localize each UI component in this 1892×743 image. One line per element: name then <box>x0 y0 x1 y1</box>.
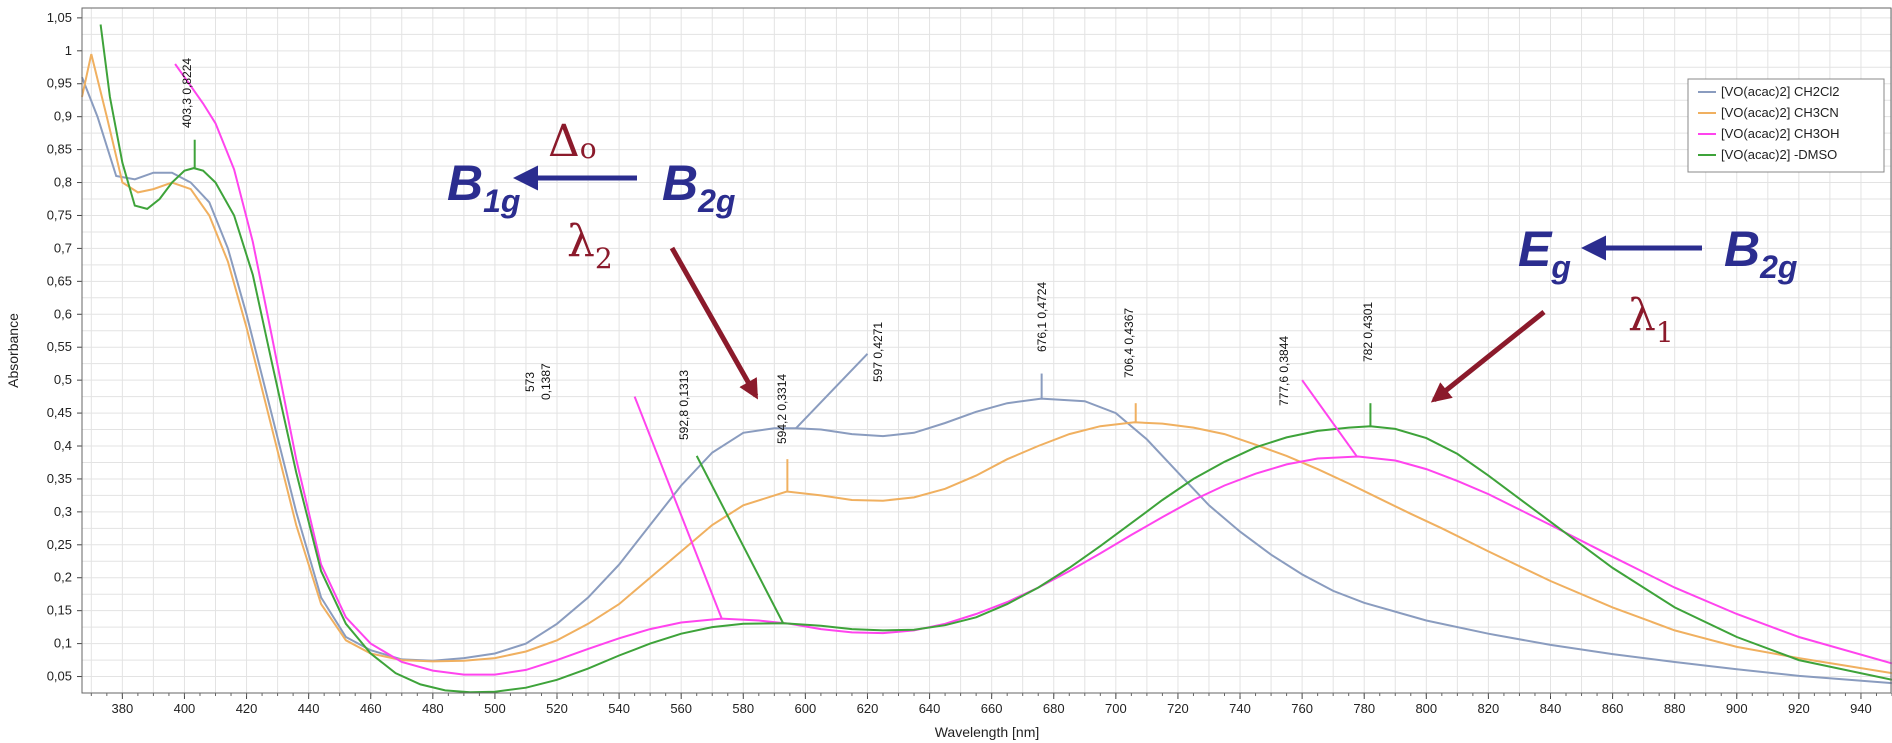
x-tick-label: 760 <box>1291 701 1313 716</box>
y-tick-label: 1,05 <box>47 10 72 25</box>
y-tick-label: 0,85 <box>47 142 72 157</box>
lambda-1-arrow <box>1430 310 1546 403</box>
x-tick-label: 680 <box>1043 701 1065 716</box>
x-tick-label: 820 <box>1478 701 1500 716</box>
legend-entry: [VO(acac)2] CH3CN <box>1721 105 1839 120</box>
eg-label: Eg <box>1518 221 1571 285</box>
x-axis-ticks: 380 400 420 440 460 480 500 520 540 560 580 600 620 6… <box>90 693 1892 716</box>
x-tick-label: 860 <box>1602 701 1624 716</box>
y-tick-label: 0,2 <box>54 570 72 585</box>
y-tick-label: 0,05 <box>47 669 72 684</box>
grid <box>82 8 1892 694</box>
plot-frame <box>81 7 1892 694</box>
y-tick-label: 0,3 <box>54 504 72 519</box>
x-tick-label: 440 <box>298 701 320 716</box>
x-tick-label: 540 <box>608 701 630 716</box>
x-tick-label: 940 <box>1850 701 1872 716</box>
lambda-2-label: λ2 <box>567 216 613 275</box>
y-tick-label: 0,75 <box>47 207 72 222</box>
series-line-3 <box>99 24 1892 694</box>
x-axis-label: Wavelength [nm] <box>935 724 1040 740</box>
peak-leader-line <box>633 396 723 619</box>
peak-label: 597 0,4271 <box>871 322 885 382</box>
x-tick-label: 840 <box>1540 701 1562 716</box>
peak-label: 403,3 0,8224 <box>180 58 194 128</box>
x-tick-label: 800 <box>1415 701 1437 716</box>
y-tick-label: 1 <box>65 43 72 58</box>
x-tick-label: 620 <box>857 701 879 716</box>
x-tick-label: 900 <box>1726 701 1748 716</box>
legend-box <box>1687 78 1885 173</box>
y-axis-label: Absorbance <box>5 313 21 388</box>
series-line-2 <box>174 63 1892 676</box>
y-tick-label: 0,25 <box>47 537 72 552</box>
y-axis-ticks: 0,05 0,1 0,15 0,2 0,25 0,3 0,35 0,4 0,45 0,5 0,55 0… <box>47 10 82 684</box>
x-tick-label: 520 <box>546 701 568 716</box>
x-tick-label: 580 <box>732 701 754 716</box>
y-tick-label: 0,9 <box>54 109 72 124</box>
delta-o-label: Δo <box>548 116 597 167</box>
b2g-label-low: B2g <box>1724 221 1797 285</box>
series-line-1 <box>81 53 1892 675</box>
x-tick-label: 420 <box>236 701 258 716</box>
x-tick-label: 700 <box>1105 701 1127 716</box>
peak-label: 782 0,4301 <box>1361 302 1375 362</box>
peak-label: 594,2 0,3314 <box>775 374 789 444</box>
x-tick-label: 640 <box>919 701 941 716</box>
y-tick-label: 0,8 <box>54 175 72 190</box>
x-tick-label: 480 <box>422 701 444 716</box>
y-tick-label: 0,7 <box>54 240 72 255</box>
b2g-label-high: B2g <box>662 155 735 219</box>
lambda-2-arrow <box>669 246 759 400</box>
legend-entry: [VO(acac)2] CH2Cl2 <box>1721 84 1839 99</box>
x-tick-label: 500 <box>484 701 506 716</box>
y-tick-label: 0,35 <box>47 471 72 486</box>
x-tick-label: 400 <box>174 701 196 716</box>
y-tick-label: 0,6 <box>54 306 72 321</box>
x-tick-label: 560 <box>670 701 692 716</box>
lambda-1-label: λ1 <box>1628 290 1674 349</box>
x-tick-label: 460 <box>360 701 382 716</box>
legend: [VO(acac)2] CH2Cl2 [VO(acac)2] CH3CN [VO(a… <box>1687 78 1885 173</box>
b1g-label: B1g <box>447 155 520 219</box>
transition-annotation-high: B1g Δo B2g λ2 <box>447 116 759 400</box>
x-tick-label: 920 <box>1788 701 1810 716</box>
x-tick-label: 660 <box>981 701 1003 716</box>
peak-label: 573 <box>523 372 537 392</box>
x-tick-label: 880 <box>1664 701 1686 716</box>
x-tick-label: 740 <box>1229 701 1251 716</box>
y-tick-label: 0,95 <box>47 76 72 91</box>
peak-leader-line <box>1301 379 1358 457</box>
series-line-0 <box>81 76 1892 685</box>
series-lines <box>81 24 1892 694</box>
y-tick-label: 0,65 <box>47 273 72 288</box>
y-tick-label: 0,5 <box>54 372 72 387</box>
x-tick-label: 780 <box>1353 701 1375 716</box>
peak-labels: 403,3 0,8224 573 0,1387 592,8 0,1313 594,2 0… <box>180 58 1375 624</box>
y-tick-label: 0,15 <box>47 603 72 618</box>
y-tick-label: 0,45 <box>47 405 72 420</box>
legend-entry: [VO(acac)2] CH3OH <box>1721 126 1839 141</box>
peak-label: 706,4 0,4367 <box>1122 308 1136 378</box>
legend-entry: [VO(acac)2] -DMSO <box>1721 147 1837 162</box>
peak-label: 592,8 0,1313 <box>677 370 691 440</box>
peak-leader-line <box>695 455 784 624</box>
peak-label: 777,6 0,3844 <box>1277 336 1291 406</box>
transition-annotation-low: Eg B2g λ1 <box>1430 221 1797 403</box>
peak-label: 676,1 0,4724 <box>1035 282 1049 352</box>
y-tick-label: 0,1 <box>54 636 72 651</box>
x-tick-label: 600 <box>795 701 817 716</box>
peak-label-line2: 0,1387 <box>539 363 553 400</box>
x-tick-label: 720 <box>1167 701 1189 716</box>
y-tick-label: 0,55 <box>47 339 72 354</box>
y-tick-label: 0,4 <box>54 438 72 453</box>
peak-leader-line <box>795 353 869 429</box>
x-tick-label: 380 <box>112 701 134 716</box>
